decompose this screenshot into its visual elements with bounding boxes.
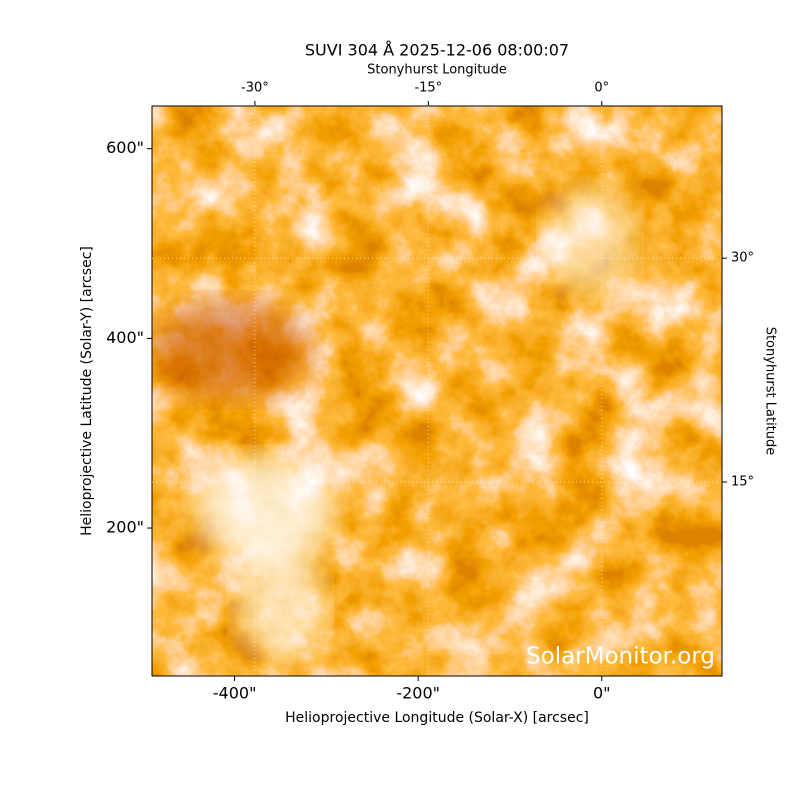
watermark: SolarMonitor.org <box>526 644 715 670</box>
y-tick-label: 200" <box>106 518 144 537</box>
x-axis-label: Helioprojective Longitude (Solar-X) [arc… <box>285 710 589 726</box>
y2-tick-label: 30° <box>731 251 754 266</box>
y-tick-label: 400" <box>106 328 144 347</box>
x-tick-label: 0" <box>593 684 611 703</box>
x-tick-label: -200" <box>396 684 440 703</box>
x2-axis-label: Stonyhurst Longitude <box>367 63 507 78</box>
x2-tick-label: -30° <box>241 81 269 96</box>
plot-frame <box>151 105 723 677</box>
solar-image <box>152 106 722 676</box>
x-tick-label: -400" <box>213 684 257 703</box>
y2-tick-label: 15° <box>731 475 754 490</box>
y-axis-label: Helioprojective Latitude (Solar-Y) [arcs… <box>79 246 95 536</box>
x2-tick-label: 0° <box>594 81 609 96</box>
y2-axis-label: Stonyhurst Latitude <box>763 327 778 456</box>
chart-title: SUVI 304 Å 2025-12-06 08:00:07 <box>305 41 569 60</box>
y-tick-label: 600" <box>106 138 144 157</box>
x2-tick-label: -15° <box>414 81 442 96</box>
